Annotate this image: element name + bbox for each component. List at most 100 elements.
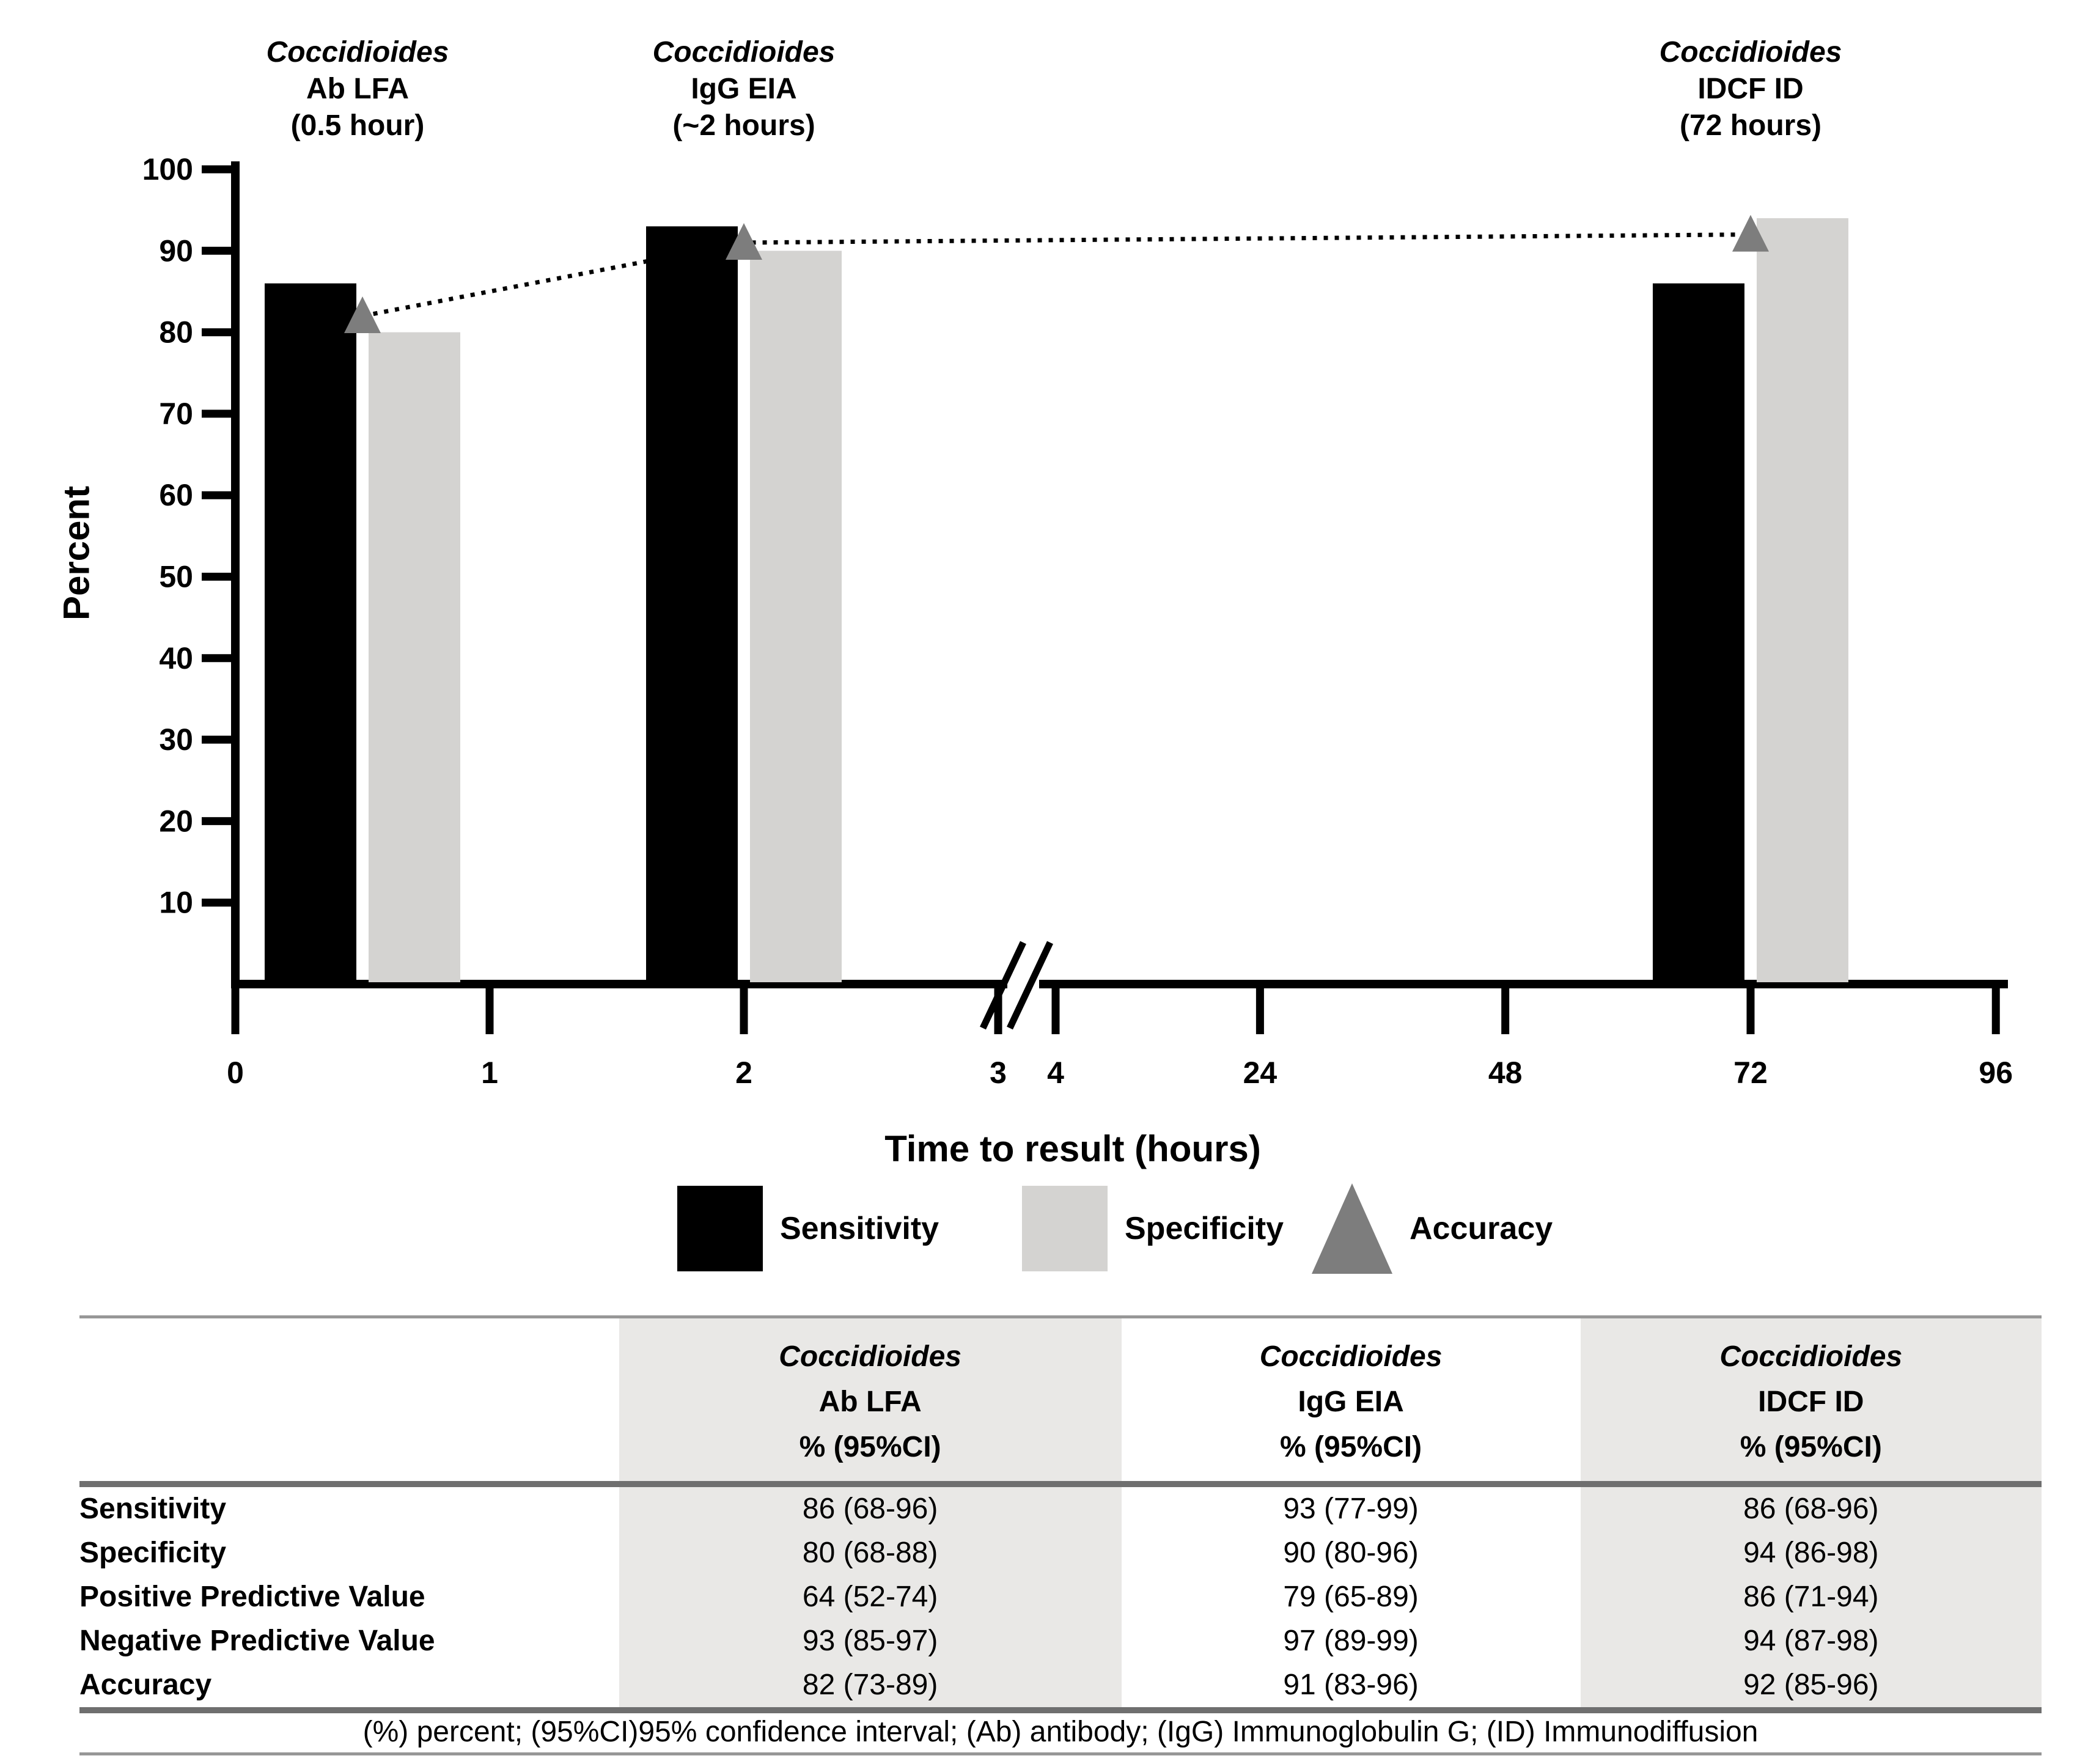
x-axis-title: Time to result (hours) (884, 1128, 1261, 1169)
group-label-line: (~2 hours) (672, 109, 815, 142)
y-tick-label: 80 (159, 315, 193, 350)
x-tick-label: 2 (735, 1056, 752, 1090)
group-label-igg-eia: Coccidioides IgG EIA (~2 hours) (548, 34, 939, 144)
accuracy-marker (344, 296, 381, 333)
y-tick-label: 70 (159, 397, 193, 431)
header-line: Coccidioides (1719, 1340, 1903, 1373)
accuracy-marker (726, 222, 762, 260)
header-line: % (95%CI) (799, 1431, 941, 1463)
table-cell: 82 (73-89) (619, 1663, 1122, 1707)
group-label-line: IgG EIA (691, 73, 797, 105)
table-header-idcf-id: Coccidioides IDCF ID % (95%CI) (1580, 1318, 2042, 1481)
table-bottom-rule (79, 1752, 2042, 1755)
table-cell: 86 (68-96) (619, 1487, 1122, 1531)
header-line: IDCF ID (1758, 1386, 1864, 1418)
legend-label: Accuracy (1410, 1211, 1553, 1246)
y-tick-label: 90 (159, 233, 193, 268)
sensitivity-bar (1652, 283, 1744, 982)
legend-label: Sensitivity (780, 1211, 939, 1246)
y-axis-title: Percent (56, 485, 97, 621)
legend-label: Specificity (1125, 1211, 1284, 1246)
table-row: Accuracy 82 (73-89) 91 (83-96) 92 (85-96… (79, 1663, 2042, 1707)
axis-break-slash (1007, 941, 1053, 1030)
table-header-igg-eia: Coccidioides IgG EIA % (95%CI) (1122, 1318, 1581, 1481)
table-cell: 86 (71-94) (1580, 1575, 2042, 1619)
table-cell: 94 (87-98) (1580, 1619, 2042, 1663)
table-header-row: Coccidioides Ab LFA % (95%CI) Coccidioid… (79, 1318, 2042, 1481)
table-header-rule (79, 1481, 2042, 1487)
header-line: Coccidioides (1259, 1340, 1443, 1373)
table-cell: 80 (68-88) (619, 1531, 1122, 1575)
header-line: % (95%CI) (1280, 1431, 1422, 1463)
table-cell: 91 (83-96) (1283, 1669, 1419, 1701)
header-line: IgG EIA (1298, 1386, 1404, 1418)
table-cell: 92 (85-96) (1580, 1663, 2042, 1707)
group-label-ab-lfa: Coccidioides Ab LFA (0.5 hour) (162, 34, 553, 144)
x-tick-label: 1 (481, 1056, 498, 1090)
row-label: Accuracy (79, 1669, 212, 1701)
y-tick-label: 40 (159, 641, 193, 675)
row-label: Positive Predictive Value (79, 1581, 425, 1613)
accuracy-marker (1732, 215, 1769, 252)
header-line: Ab LFA (818, 1386, 922, 1418)
table-footnote-rule (79, 1707, 2042, 1713)
x-tick-label: 48 (1488, 1056, 1523, 1090)
table-cell: 64 (52-74) (619, 1575, 1122, 1619)
group-label-line: Coccidioides (266, 36, 449, 68)
specificity-swatch-icon (1022, 1186, 1108, 1271)
table-header-ab-lfa: Coccidioides Ab LFA % (95%CI) (619, 1318, 1122, 1481)
y-tick-label: 30 (159, 722, 193, 757)
group-label-line: (72 hours) (1679, 109, 1822, 142)
y-tick-label: 60 (159, 478, 193, 512)
accuracy-triangle-icon (1312, 1183, 1392, 1274)
y-tick-label: 20 (159, 804, 193, 838)
statistics-table: Coccidioides Ab LFA % (95%CI) Coccidioid… (79, 1315, 2042, 1755)
bar-chart: 10 20 30 40 50 60 70 80 90 100 0 1 2 3 4 24 48 72 96 (142, 152, 2013, 1090)
x-tick-label: 72 (1733, 1056, 1768, 1090)
table-footnote: (%) percent; (95%CI)95% confidence inter… (362, 1716, 1759, 1748)
y-tick-label: 10 (159, 886, 193, 920)
axis-break-slash (980, 941, 1026, 1030)
sensitivity-bar (646, 226, 738, 982)
table-cell: 97 (89-99) (1283, 1625, 1419, 1657)
table-top-rule (79, 1315, 2042, 1318)
sensitivity-swatch-icon (677, 1186, 763, 1271)
sensitivity-bar (265, 283, 356, 982)
group-label-line: (0.5 hour) (290, 109, 425, 142)
group-label-line: Coccidioides (1659, 36, 1842, 68)
table-row: Positive Predictive Value 64 (52-74) 79 … (79, 1575, 2042, 1619)
row-label: Sensitivity (79, 1493, 227, 1525)
table-body: Sensitivity 86 (68-96) 93 (77-99) 86 (68… (79, 1487, 2042, 1707)
header-line: Coccidioides (779, 1340, 961, 1373)
x-tick-label: 24 (1243, 1056, 1277, 1090)
group-label-line: IDCF ID (1697, 73, 1804, 105)
legend-item-accuracy: Accuracy (1312, 1183, 1553, 1274)
x-tick-label: 0 (227, 1056, 244, 1090)
group-label-line: Coccidioides (652, 36, 836, 68)
accuracy-dotted-line (362, 232, 1751, 318)
specificity-bar (1756, 218, 1848, 983)
specificity-bar (750, 251, 842, 982)
table-row: Specificity 80 (68-88) 90 (80-96) 94 (86… (79, 1531, 2042, 1575)
x-tick-label: 3 (990, 1056, 1007, 1090)
group-label-line: Ab LFA (306, 73, 409, 105)
y-tick-label: 100 (142, 152, 193, 186)
row-label: Negative Predictive Value (79, 1625, 435, 1657)
table-row: Sensitivity 86 (68-96) 93 (77-99) 86 (68… (79, 1487, 2042, 1531)
table-cell: 79 (65-89) (1283, 1581, 1419, 1613)
header-line: % (95%CI) (1740, 1431, 1882, 1463)
x-tick-label: 96 (1979, 1056, 2013, 1090)
specificity-bar (369, 332, 460, 982)
table-cell: 86 (68-96) (1580, 1487, 2042, 1531)
table-row: Negative Predictive Value 93 (85-97) 97 … (79, 1619, 2042, 1663)
y-tick-label: 50 (159, 560, 193, 594)
x-tick-label: 4 (1047, 1056, 1064, 1090)
row-label: Specificity (79, 1537, 227, 1569)
group-label-idcf-id: Coccidioides IDCF ID (72 hours) (1555, 34, 1946, 144)
table-cell: 94 (86-98) (1580, 1531, 2042, 1575)
legend-item-specificity: Specificity (1022, 1183, 1284, 1274)
table-cell: 90 (80-96) (1283, 1537, 1419, 1569)
table-header-blank (79, 1318, 619, 1481)
table-cell: 93 (85-97) (619, 1619, 1122, 1663)
